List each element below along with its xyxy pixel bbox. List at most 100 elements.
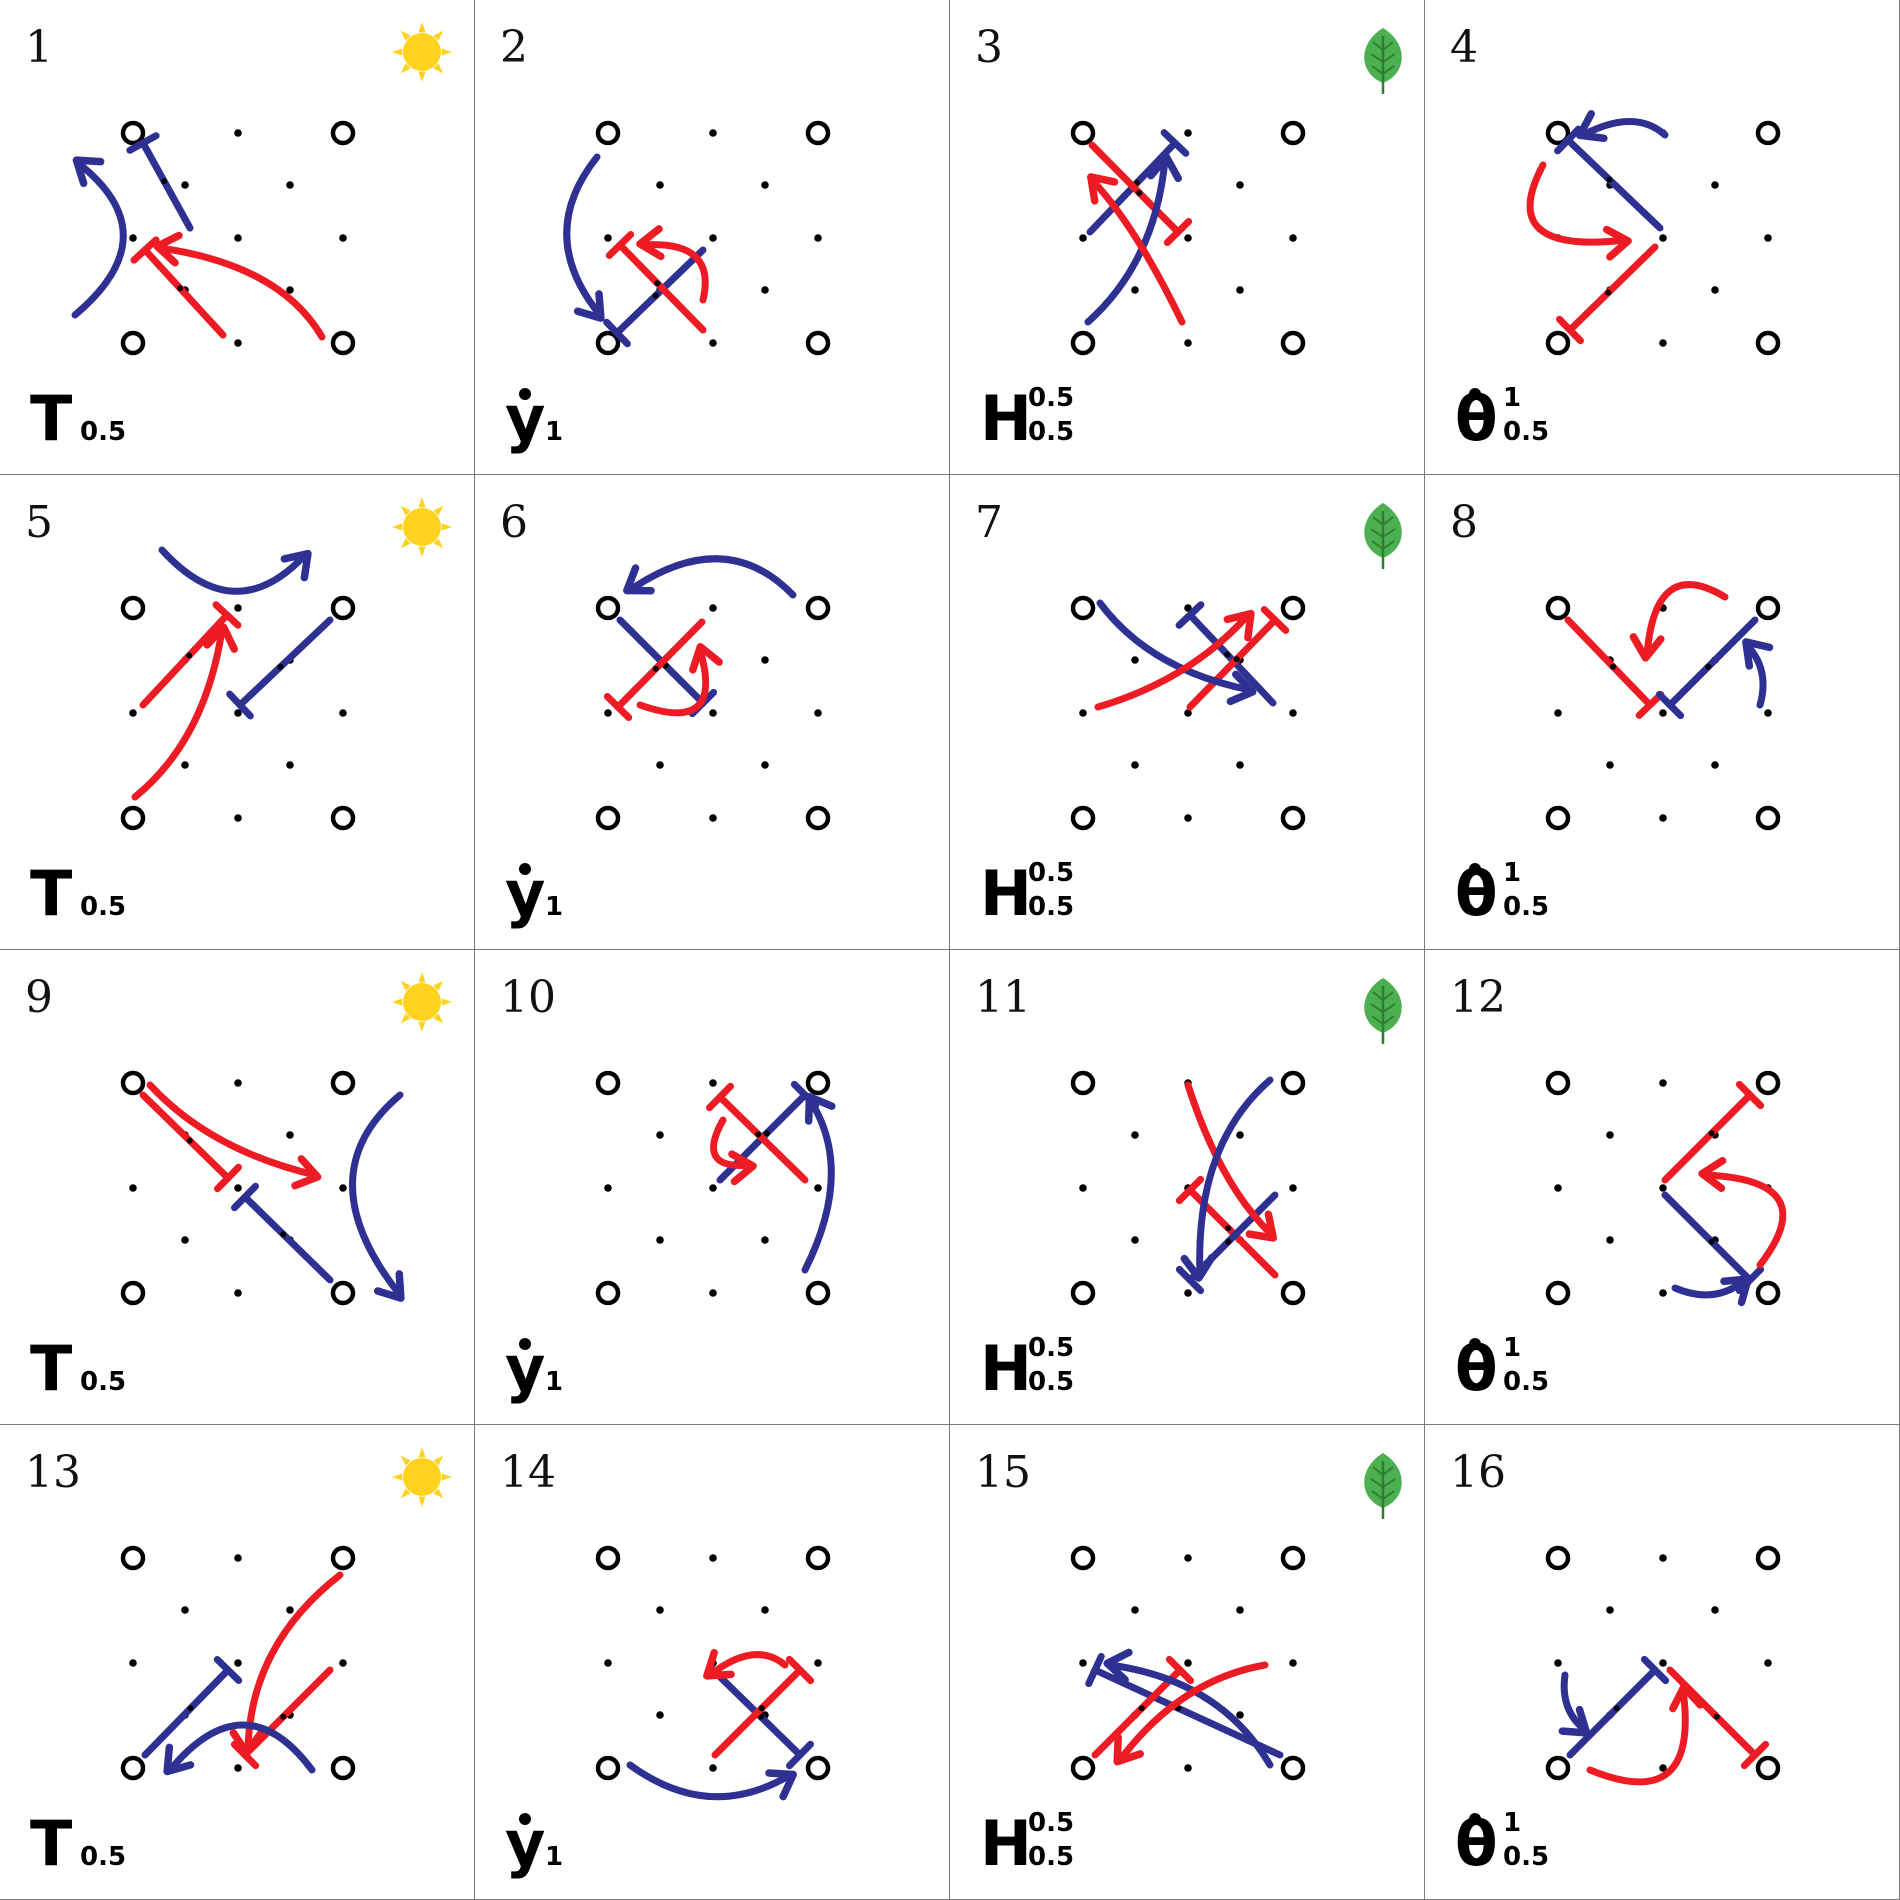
label-subscript: 0.5	[80, 892, 126, 922]
grid-dot	[1289, 1184, 1297, 1192]
math-label: T 0.5	[30, 1807, 126, 1880]
label-dot	[1469, 388, 1481, 400]
label-main: H	[980, 1807, 1032, 1880]
grid-dot	[1289, 234, 1297, 242]
grid-ring	[1070, 1755, 1096, 1781]
grid-dot	[1659, 1079, 1667, 1087]
blue-bar-cap	[126, 132, 160, 154]
grid-ring	[1755, 1545, 1781, 1571]
sun-icon	[392, 497, 452, 557]
grid-dot	[234, 814, 242, 822]
red-curved-arrow	[146, 1081, 322, 1190]
grid-ring	[595, 805, 621, 831]
label-dot	[519, 1813, 531, 1825]
bar-center-dot	[1713, 1713, 1720, 1720]
grid-ring	[595, 1070, 621, 1096]
grid-ring	[330, 1755, 356, 1781]
grid-dot	[656, 1711, 664, 1719]
red-bar-cap	[212, 601, 242, 629]
grid-ring	[1070, 1070, 1096, 1096]
grid-dot	[1236, 286, 1244, 294]
blue-bar	[1186, 611, 1277, 707]
red-curved-arrow	[1113, 1661, 1269, 1766]
label-subscript: 0.5	[1503, 1842, 1549, 1872]
math-label: T 0.5	[30, 1332, 126, 1405]
blue-bar-cap	[786, 1740, 814, 1770]
red-bar-cap	[1635, 691, 1665, 719]
label-superscript: 0.5	[1028, 383, 1074, 413]
label-subscript: 0.5	[1503, 892, 1549, 922]
grid-dot	[339, 1659, 347, 1667]
grid-dot	[1554, 1184, 1562, 1192]
grid-dot	[129, 709, 137, 717]
leaf-icon	[1364, 1453, 1402, 1519]
bar-center-dot	[755, 1131, 762, 1138]
blue-bar	[1566, 1666, 1659, 1759]
red-bar-cap	[214, 1163, 242, 1193]
label-dot	[1469, 1338, 1481, 1350]
cell-number: 13	[25, 1447, 81, 1498]
grid-ring	[595, 1545, 621, 1571]
grid-dot	[286, 286, 294, 294]
grid-dot	[234, 1184, 242, 1192]
grid-ring	[1280, 805, 1306, 831]
grid-dot	[814, 234, 822, 242]
grid-dot	[709, 1659, 717, 1667]
red-curved-arrow	[1184, 1081, 1278, 1242]
grid-dot	[814, 1184, 822, 1192]
blue-bar	[139, 139, 194, 232]
grid-ring	[1755, 595, 1781, 621]
grid-ring	[595, 330, 621, 356]
cell-diagram: θ 10.5	[1455, 581, 1781, 930]
grid-dot	[1289, 709, 1297, 717]
diagram-cell-13: 13 T 0.5	[0, 1425, 475, 1900]
grid-ring	[330, 805, 356, 831]
blue-bar-cap	[1160, 129, 1190, 157]
grid-ring	[120, 1280, 146, 1306]
diagram-cell-7: 7 H 0.5 0.5	[950, 475, 1425, 950]
grid-ring	[330, 330, 356, 356]
leaf-icon	[1364, 503, 1402, 569]
grid-ring	[805, 1545, 831, 1571]
red-curved-arrow	[153, 231, 326, 341]
bar-center-dot	[763, 1130, 770, 1137]
label-superscript: 0.5	[1028, 858, 1074, 888]
grid-dot	[656, 1236, 664, 1244]
grid-dot	[234, 1659, 242, 1667]
label-subscript: 1	[545, 1367, 563, 1397]
grid-dot	[709, 1554, 717, 1562]
cell-diagram: T 0.5	[30, 1447, 452, 1880]
cell-number: 1	[25, 22, 53, 73]
label-superscript: 1	[1503, 383, 1521, 413]
red-curved-arrow	[1629, 581, 1729, 662]
label-dot	[519, 1338, 531, 1350]
grid-ring	[1280, 1070, 1306, 1096]
red-bar-cap	[785, 1655, 815, 1685]
grid-dot	[1606, 1131, 1614, 1139]
cell-diagram: H0.5 0.5	[980, 978, 1402, 1405]
grid-ring	[120, 120, 146, 146]
grid-ring	[120, 595, 146, 621]
grid-ring	[1070, 120, 1096, 146]
grid-ring	[805, 1755, 831, 1781]
grid-dot	[761, 1606, 769, 1614]
grid-dot	[1659, 1764, 1667, 1772]
grid-dot	[1079, 709, 1087, 717]
math-label: θ 10.5	[1455, 857, 1549, 930]
blue-bar-cap	[1554, 125, 1582, 155]
grid-dot	[1711, 1606, 1719, 1614]
grid-dot	[1131, 1236, 1139, 1244]
grid-ring	[1755, 330, 1781, 356]
red-bar	[1088, 141, 1182, 236]
grid-dot	[656, 1131, 664, 1139]
label-subscript: 0.5	[1028, 1367, 1074, 1397]
grid-dot	[1606, 1606, 1614, 1614]
grid-dot	[1131, 761, 1139, 769]
grid-ring	[1070, 330, 1096, 356]
grid-ring	[595, 120, 621, 146]
grid-ring	[1755, 1280, 1781, 1306]
red-bar-cap	[603, 692, 633, 722]
